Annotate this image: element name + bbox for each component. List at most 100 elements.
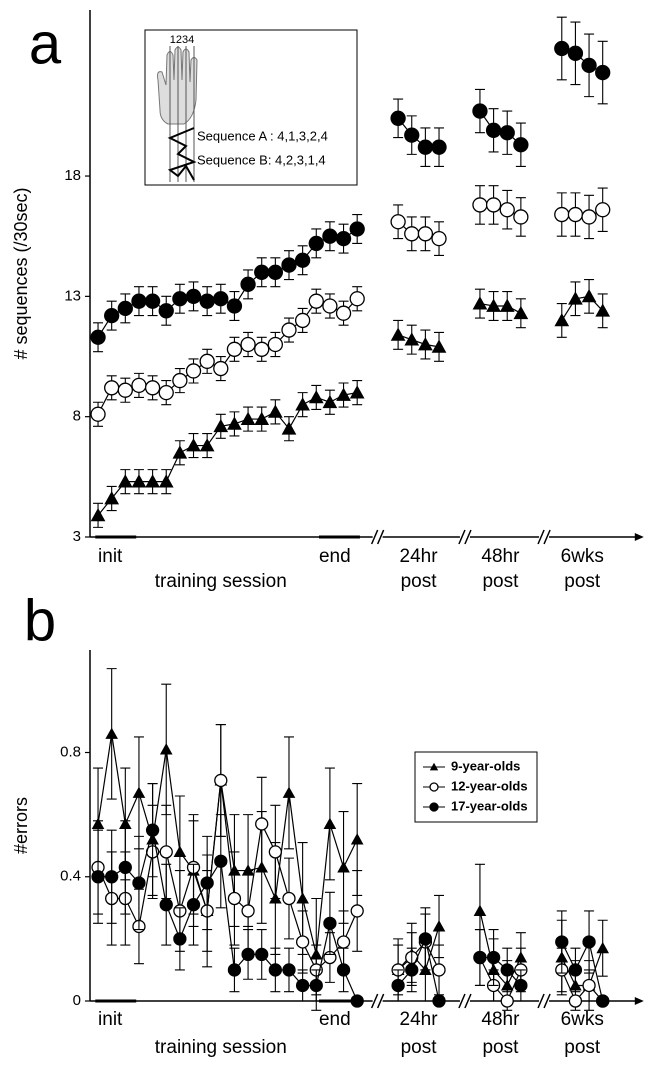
marker [336,963,351,977]
marker [500,994,514,1008]
marker [200,876,214,890]
period-label: post [401,571,438,592]
marker [390,327,406,341]
marker [281,322,297,338]
marker [473,950,487,965]
marker [581,289,597,303]
marker [429,762,439,771]
marker [105,727,118,739]
marker [295,935,310,949]
marker [595,202,611,218]
marker [159,845,173,859]
marker [323,916,337,930]
series-line [397,940,440,971]
marker [145,474,160,488]
marker [255,817,269,831]
marker [582,935,596,949]
marker [144,380,161,396]
marker [104,307,120,324]
marker [117,300,133,317]
marker [255,947,269,962]
marker [432,994,446,1008]
marker [335,305,352,321]
marker [131,474,147,488]
marker [159,743,173,755]
marker [554,206,570,223]
axis-break [543,993,551,1009]
marker [173,932,187,946]
axis-break [370,993,379,1009]
marker [554,40,570,57]
legend-label: 9-year-olds [451,758,520,773]
y-axis-label: #errors [11,797,31,854]
series-line [98,830,358,1002]
marker [268,963,283,977]
marker [322,394,338,409]
y-tick-label: 0.4 [60,868,81,885]
series-line [479,302,522,314]
marker [596,941,610,954]
period-label: 48hr [481,1009,520,1030]
marker [582,978,596,993]
legend-label: 17-year-olds [451,798,528,813]
marker [417,139,434,155]
marker [172,291,188,307]
marker [241,947,255,962]
marker [349,385,365,399]
marker [199,438,215,452]
marker [567,206,584,223]
marker [429,802,439,812]
marker [267,336,284,353]
marker [227,963,242,977]
finger-numbers: 1234 [170,34,194,46]
marker [418,932,433,946]
marker [282,786,296,798]
series-line [479,910,522,987]
series-line [479,956,522,986]
marker [226,298,243,314]
marker [158,303,174,319]
marker [91,870,105,884]
marker [555,935,569,949]
marker [226,341,243,357]
axis-break-gap [539,534,550,540]
marker [596,994,610,1008]
marker [131,293,147,309]
marker [240,336,256,353]
marker [132,876,146,890]
marker [404,127,420,143]
inset: 1234 Sequence A : 4,1,3,2,4 Sequence B: … [144,29,358,186]
panel-label: a [29,11,62,76]
marker [514,978,528,993]
marker [390,214,406,230]
marker [473,904,487,916]
axis-break [464,993,472,1009]
panel-label: b [24,588,56,653]
marker [390,110,406,126]
marker [90,507,106,522]
marker [158,384,174,401]
axis-note: end [319,1009,351,1030]
series-line [561,947,604,987]
marker [104,491,120,505]
marker [241,904,255,918]
marker [158,474,174,488]
series-line [561,295,604,321]
marker [227,891,242,906]
marker [429,782,439,792]
marker [472,296,488,310]
marker [349,291,365,307]
period-label: 48hr [481,546,520,567]
marker [132,786,146,798]
series-line [97,392,358,516]
y-tick-label: 18 [64,167,81,184]
axis-note: end [319,546,351,567]
marker [499,298,515,312]
marker [404,332,420,346]
marker [90,329,106,345]
marker [391,978,405,993]
period-label: 24hr [400,1009,439,1030]
series-line [397,926,440,972]
marker [240,276,256,292]
